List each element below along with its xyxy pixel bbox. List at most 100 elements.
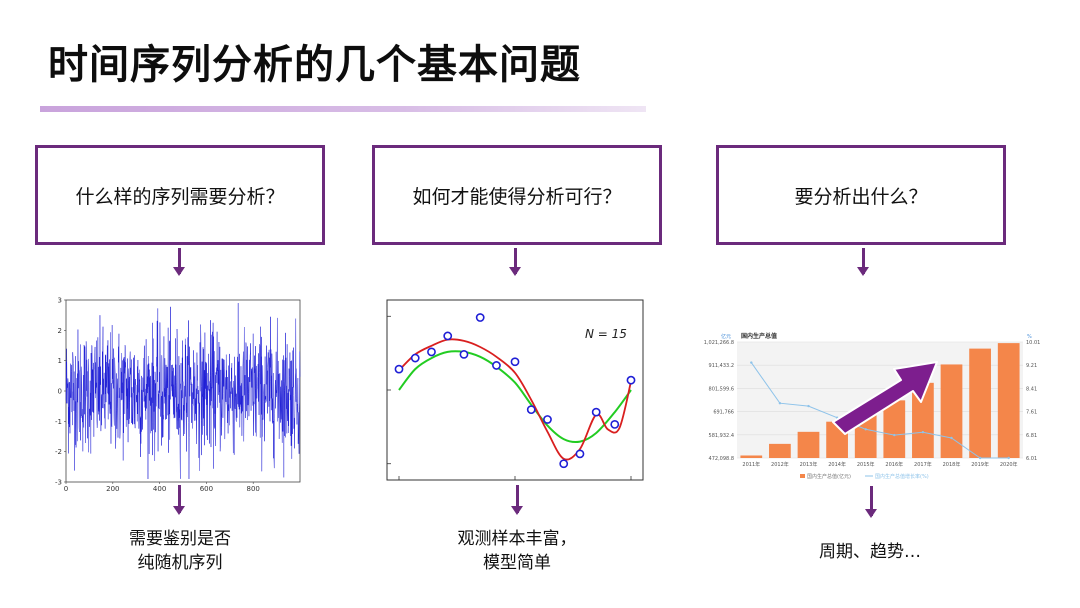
x-category-label: 2016年 [885,461,903,468]
gdp-bar [769,443,791,458]
x-category-label: 2020年 [1000,461,1018,468]
growth-rate-point [893,433,896,437]
gdp-chart-title: 国内生产总值 [741,332,777,340]
data-point [591,407,601,417]
data-point [492,361,501,370]
right-unit: % [1027,334,1032,340]
x-category-label: 2019年 [971,461,989,468]
caption-3-line1: 周期、趋势… [819,542,921,562]
caption-2-line2: 模型简单 [483,553,551,573]
x-category-label: 2018年 [943,461,961,468]
y-tick-label: -2 [55,448,62,456]
n-annotation: N = 15 [585,327,627,341]
x-category-label: 2017年 [914,461,932,468]
fit-curve-red [398,338,632,461]
fit-curve-green [398,350,632,444]
data-point [610,420,620,429]
x-tick-label: 800 [247,485,260,492]
x-tick-label: 600 [200,485,213,492]
gdp-bar [740,455,763,458]
data-point [543,415,552,424]
data-point [475,313,485,322]
gdp-bar [883,400,906,458]
white-noise-chart: 3 2 1 0 -1 -2 -3 0 200 400 600 800 [55,297,301,492]
data-point [626,375,636,385]
y-tick-label: -3 [55,479,62,487]
data-point [459,349,469,359]
gdp-bar [797,431,820,458]
question-label-3: 要分析出什么？ [794,185,928,208]
arrow-down-3a [857,248,869,276]
y-tick-label: -1 [55,418,62,426]
gdp-bar [969,348,991,458]
gdp-bar [912,382,934,458]
y-right-tick-label: 6.81 [1026,433,1037,439]
y-tick-label: 3 [58,297,62,305]
curve-fit-chart: N = 15 [386,299,644,481]
gdp-bar [940,364,963,458]
x-category-label: 2013年 [800,461,818,468]
growth-rate-point [778,401,782,405]
x-category-label: 2015年 [857,461,875,468]
data-point [443,331,453,341]
legend-swatch-bar [800,474,805,478]
left-unit: 亿元 [721,333,731,340]
y-left-tick-label: 691,766 [713,410,734,416]
growth-rate-point [978,456,982,460]
growth-rate-point [807,404,810,408]
data-point [559,459,569,469]
data-point [410,353,420,363]
trend-arrow-icon [832,361,938,435]
data-point [526,405,536,415]
y-right-tick-label: 8.41 [1026,386,1037,392]
y-tick-label: 2 [58,327,62,335]
data-point [575,449,585,459]
y-right-tick-label: 7.61 [1026,410,1037,416]
arrow-down-1a [173,248,185,276]
gdp-bar [997,343,1020,458]
title-underline [40,106,646,112]
x-tick-label: 200 [106,485,119,492]
question-label-2: 如何才能使得分析可行？ [412,185,622,208]
y-left-tick-label: 911,433.2 [709,363,734,369]
caption-1-line1: 需要鉴别是否 [129,529,231,549]
y-left-tick-label: 1,021,266.8 [704,340,734,346]
caption-3: 周期、趋势… [770,540,970,564]
arrow-down-2a [509,248,521,276]
growth-rate-point [1007,456,1010,460]
data-point [394,364,404,374]
growth-rate-line [750,362,1009,459]
y-left-tick-label: 801,599.6 [709,386,734,392]
x-category-label: 2014年 [828,461,846,468]
x-category-label: 2012年 [771,461,789,468]
question-box-3: 要分析出什么？ [716,145,1006,245]
y-left-tick-label: 472,098.8 [709,456,734,462]
caption-2: 观测样本丰富， 模型简单 [412,527,622,575]
y-left-tick-label: 581,932.4 [709,433,734,439]
caption-1: 需要鉴别是否 纯随机序列 [80,527,280,575]
y-right-tick-label: 10.01 [1026,340,1040,346]
growth-rate-point [864,428,867,431]
arrow-down-1b [173,485,185,515]
y-tick-label: 1 [58,357,62,365]
page-title: 时间序列分析的几个基本问题 [48,42,581,88]
x-tick-label: 400 [153,485,166,492]
x-category-label: 2011年 [742,461,760,468]
arrow-down-3b [865,486,877,518]
legend-line-label: 国内生产总值增长率(%) [875,473,929,480]
growth-rate-point [750,361,753,364]
y-right-tick-label: 6.01 [1026,456,1037,462]
question-label-1: 什么样的序列需要分析？ [75,185,285,208]
data-point [510,357,520,367]
data-point [427,347,436,357]
plot-frame-2 [386,299,644,481]
caption-2-line1: 观测样本丰富， [457,529,577,549]
x-tick-label: 0 [64,485,68,492]
gdp-bar-chart: 国内生产总值 亿元 % 1,021,266.8 911,433.2 801,599.… [704,332,1041,480]
y-right-tick-label: 9.21 [1026,363,1037,369]
noise-series-line [65,303,301,479]
caption-1-line2: 纯随机序列 [137,553,223,573]
y-tick-label: 0 [58,388,62,396]
question-box-2: 如何才能使得分析可行？ [372,145,662,245]
arrow-down-2b [511,485,523,515]
